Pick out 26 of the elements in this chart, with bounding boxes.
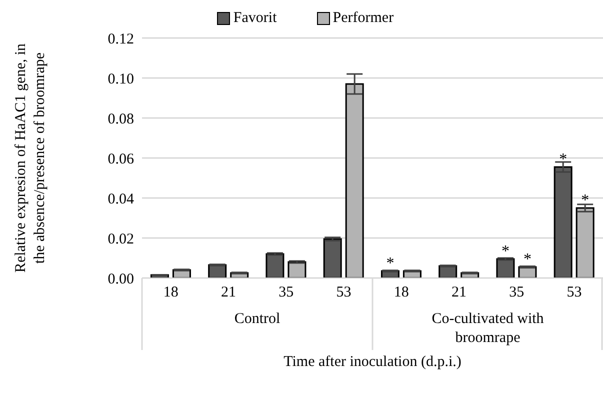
x-axis-title: Time after inoculation (d.p.i.) xyxy=(284,354,462,370)
y-tick-label: 0.00 xyxy=(108,271,134,288)
y-tick-label: 0.12 xyxy=(108,31,134,48)
y-tick-label: 0.02 xyxy=(108,231,134,248)
data-label: * xyxy=(501,243,510,260)
text: Co-cultivated with broomrape xyxy=(430,310,545,348)
legend-label: Performer xyxy=(332,10,394,27)
data-label: * xyxy=(559,151,568,168)
x-tick-label: 53 xyxy=(566,284,582,301)
x-tick-label: 18 xyxy=(394,284,409,301)
y-tick-label: 0.04 xyxy=(108,191,134,208)
x-tick-label: 53 xyxy=(336,284,352,301)
data-label: * xyxy=(581,192,590,209)
x-tick-label: 18 xyxy=(163,284,178,301)
x-tick-label: 21 xyxy=(220,284,236,301)
legend-label: Favorit xyxy=(232,10,277,27)
y-tick-label: 0.10 xyxy=(108,71,134,88)
x-tick-label: 35 xyxy=(278,284,294,301)
y-tick-label: 0.06 xyxy=(108,151,134,168)
y-axis-title: Relative expresion of HaAC1 gene, in the absence/presence of broomrape xyxy=(12,42,49,275)
text: Control xyxy=(233,310,282,329)
data-label: * xyxy=(386,255,394,272)
x-tick-label: 35 xyxy=(509,284,524,301)
data-label: * xyxy=(523,251,532,268)
y-tick-label: 0.08 xyxy=(108,111,134,128)
x-tick-label: 21 xyxy=(451,284,466,301)
